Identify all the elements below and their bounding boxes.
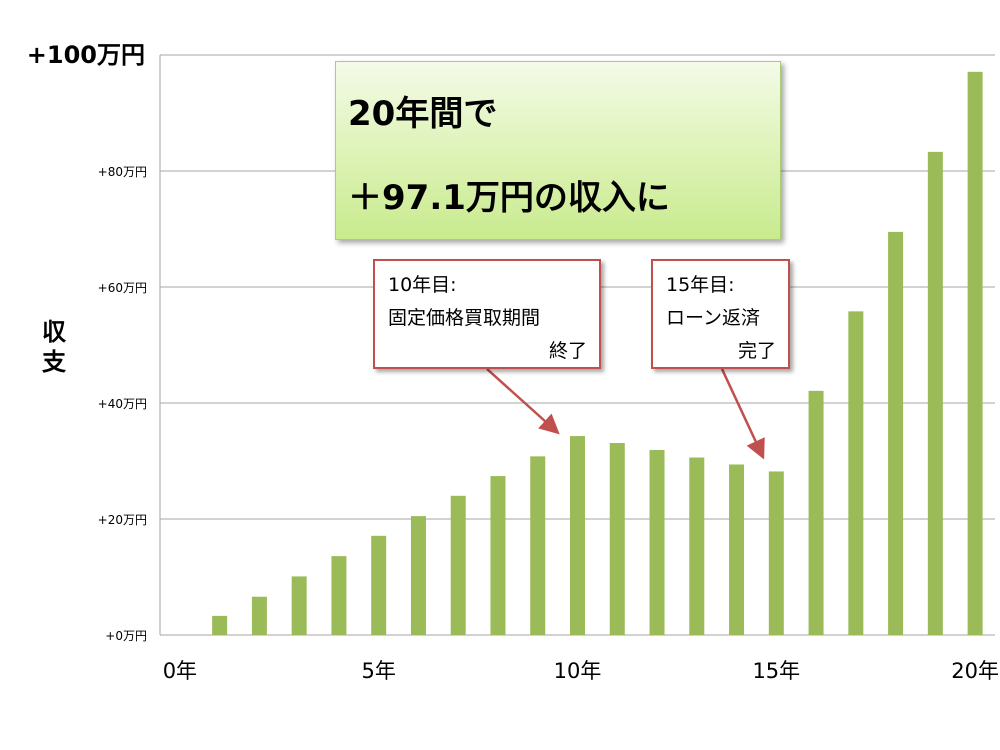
- x-tick-label: 10年: [554, 659, 602, 683]
- callout-arrows: [486, 368, 765, 460]
- bar: [570, 436, 585, 635]
- headline-box: 20年間で ＋97.1万円の収入に: [335, 61, 781, 240]
- y-tick-label: +20万円: [98, 513, 147, 527]
- y-tick-label: +40万円: [98, 397, 147, 411]
- x-tick-label: 5年: [362, 659, 396, 683]
- bar: [251, 596, 267, 635]
- headline-line-2: ＋97.1万円の収入に: [348, 178, 670, 218]
- bar: [450, 495, 466, 635]
- bar: [689, 457, 705, 635]
- bar: [729, 464, 745, 635]
- callout-year-10: 10年目: 固定価格買取期間 終了: [373, 259, 601, 369]
- bar: [768, 471, 784, 635]
- y-tick-label: +60万円: [98, 281, 147, 295]
- callout-year-15: 15年目: ローン返済 完了: [651, 259, 790, 369]
- bar: [649, 449, 665, 635]
- bar: [888, 231, 904, 635]
- callout-year-10-heading: 10年目:: [388, 274, 457, 296]
- bar: [490, 476, 506, 635]
- bar: [808, 390, 824, 635]
- bar: [371, 535, 387, 635]
- callout-year-15-body: ローン返済: [666, 307, 761, 329]
- bar: [212, 615, 228, 635]
- bar: [530, 456, 546, 635]
- bar: [291, 576, 307, 635]
- y-tick-label: +0万円: [105, 629, 147, 643]
- y-axis-label: 収支: [42, 318, 67, 376]
- bar: [410, 516, 426, 635]
- y-axis-label-char: 支: [42, 348, 67, 376]
- x-axis-ticks: 0年 5年 10年 15年 20年: [163, 659, 999, 683]
- bar: [609, 443, 625, 635]
- callout-year-15-tail: 完了: [737, 340, 776, 362]
- y-tick-label: +100万円: [27, 41, 145, 69]
- callout-year-10-body: 固定価格買取期間: [388, 307, 541, 329]
- callout-arrow-year-10: [486, 368, 560, 435]
- x-tick-label: 15年: [752, 659, 800, 683]
- y-tick-label: +80万円: [98, 165, 147, 179]
- y-axis-ticks: +0万円 +20万円 +40万円 +60万円 +80万円 +100万円: [27, 41, 147, 643]
- bar: [967, 71, 983, 635]
- x-tick-label: 0年: [163, 659, 197, 683]
- bars: [212, 71, 983, 636]
- callout-year-10-tail: 終了: [548, 340, 587, 362]
- x-tick-label: 20年: [951, 659, 999, 683]
- callout-year-15-heading: 15年目:: [666, 274, 735, 296]
- bar: [927, 151, 943, 636]
- headline-line-1: 20年間で: [348, 94, 498, 134]
- callout-arrow-year-15: [720, 368, 765, 460]
- bar: [331, 556, 347, 635]
- y-axis-label-char: 収: [42, 318, 67, 346]
- bar: [848, 311, 864, 635]
